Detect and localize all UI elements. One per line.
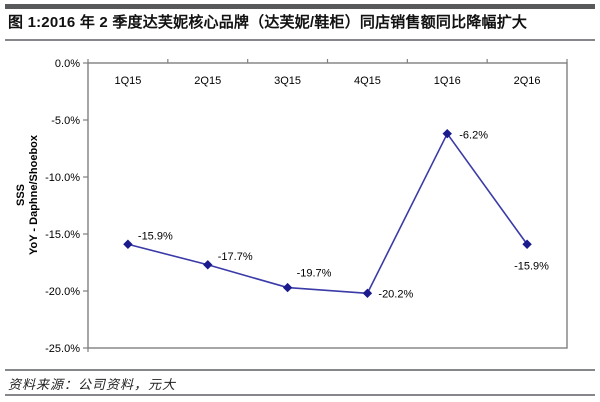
y-tick-label: -20.0% [45, 286, 80, 298]
x-tick-label: 1Q16 [434, 75, 461, 87]
data-point-label: -15.9% [138, 230, 173, 242]
data-point-marker [442, 128, 452, 139]
data-point-label: -20.2% [378, 288, 413, 300]
x-tick-label: 2Q15 [194, 75, 221, 87]
y-tick-label: -5.0% [51, 115, 80, 127]
plot-border [87, 62, 568, 349]
y-axis-title-line: SSS [15, 184, 27, 206]
y-tick-label: -25.0% [45, 343, 80, 355]
top-divider-bar [5, 4, 595, 9]
data-point-marker [522, 239, 532, 249]
data-point-marker [203, 260, 213, 270]
data-point-marker [123, 239, 133, 249]
data-point-label: -15.9% [514, 260, 549, 272]
x-tick-label: 1Q15 [114, 75, 141, 87]
y-tick-label: -10.0% [45, 172, 80, 184]
data-point-label: -19.7% [297, 268, 332, 280]
data-point-label: -17.7% [218, 251, 253, 263]
figure-title: 图 1:2016 年 2 季度达芙妮核心品牌（达芙妮/鞋柜）同店销售额同比降幅扩… [8, 14, 528, 31]
x-tick-label: 3Q15 [274, 75, 301, 87]
series-line [127, 132, 528, 295]
y-tick-label: -15.0% [45, 229, 80, 241]
y-axis-title-line: YoY - Daphne/Shoebox [28, 134, 40, 255]
data-point-marker [362, 288, 373, 298]
source-rule-top [5, 369, 595, 371]
source-note: 资料来源：公司资料，元大 [8, 377, 177, 392]
data-point-label: -6.2% [459, 130, 488, 142]
x-tick-label: 2Q16 [514, 75, 541, 87]
title-rule [5, 39, 595, 41]
data-point-marker [282, 282, 293, 293]
source-rule-bottom [5, 394, 595, 396]
x-tick-label: 4Q15 [354, 75, 381, 87]
sss-yoy-line-chart: 0.0% -5.0% -10.0% -15.0% -20.0% -25.0% 1Q15 2Q1… [15, 58, 568, 355]
y-tick-label: 0.0% [55, 58, 80, 70]
